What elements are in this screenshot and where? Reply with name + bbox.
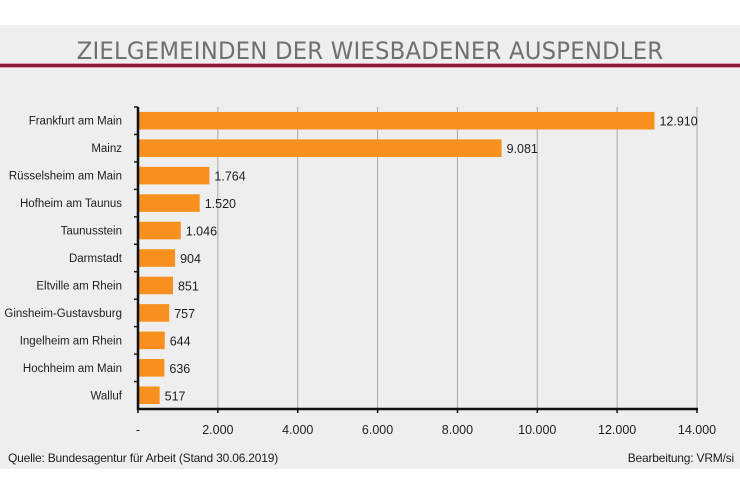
category-label: Mainz — [91, 143, 122, 155]
value-label: 636 — [169, 362, 190, 376]
value-label: 904 — [180, 252, 201, 266]
bars — [139, 111, 655, 405]
value-label: 9.081 — [507, 142, 538, 156]
category-label: Rüsselsheim am Main — [9, 171, 122, 183]
bar — [139, 276, 173, 295]
x-tick-label: 2.000 — [202, 423, 233, 437]
category-labels: Frankfurt am Main Mainz Rüsselsheim am Mai… — [4, 116, 122, 403]
x-tick-label: 10.000 — [518, 423, 556, 437]
gridlines — [217, 107, 698, 409]
bar — [139, 166, 210, 185]
x-tick-label: 6.000 — [362, 423, 393, 437]
category-label: Hofheim am Taunus — [20, 198, 122, 210]
bar — [139, 194, 200, 212]
title-divider — [0, 64, 740, 67]
category-label: Taunusstein — [61, 226, 122, 238]
x-tick-label: 14.000 — [678, 423, 716, 437]
credit-note: Bearbeitung: VRM/si — [627, 451, 734, 465]
value-label: 1.046 — [186, 225, 217, 239]
value-label: 851 — [178, 279, 199, 293]
value-label: 757 — [174, 307, 195, 321]
bar — [139, 111, 655, 130]
value-label: 1.520 — [205, 197, 236, 211]
source-note: Quelle: Bundesagentur für Arbeit (Stand … — [8, 451, 278, 465]
category-label: Ginsheim-Gustavsburg — [4, 308, 122, 320]
x-tick-label: 8.000 — [442, 423, 473, 437]
bar — [139, 139, 502, 157]
category-label: Frankfurt am Main — [29, 116, 122, 128]
bar — [139, 359, 165, 377]
bar — [139, 331, 165, 350]
value-labels: 12.910 9.081 1.764 1.520 1.046 904 851 757 644 63… — [165, 115, 698, 404]
value-label: 12.910 — [659, 115, 697, 129]
x-tick-label: 12.000 — [598, 423, 636, 437]
bar — [139, 221, 181, 240]
value-label: 517 — [165, 389, 186, 403]
category-label: Darmstadt — [69, 253, 123, 265]
axes — [134, 106, 698, 413]
bar — [139, 304, 170, 322]
x-tick-label: - — [136, 423, 140, 437]
bar — [139, 249, 176, 267]
x-tick-label: 4.000 — [282, 423, 313, 437]
x-tick-labels: - 2.000 4.000 6.000 8.000 10.000 12.000 14.000 — [136, 423, 716, 437]
bar — [139, 386, 160, 405]
category-label: Walluf — [90, 390, 122, 402]
value-label: 1.764 — [214, 170, 245, 184]
category-label: Hochheim am Main — [23, 363, 122, 375]
chart-title: ZIELGEMEINDEN DER WIESBADENER AUSPENDLER — [76, 37, 664, 65]
value-label: 644 — [170, 334, 191, 348]
category-label: Eltville am Rhein — [36, 280, 122, 292]
category-label: Ingelheim am Rhein — [20, 335, 122, 347]
